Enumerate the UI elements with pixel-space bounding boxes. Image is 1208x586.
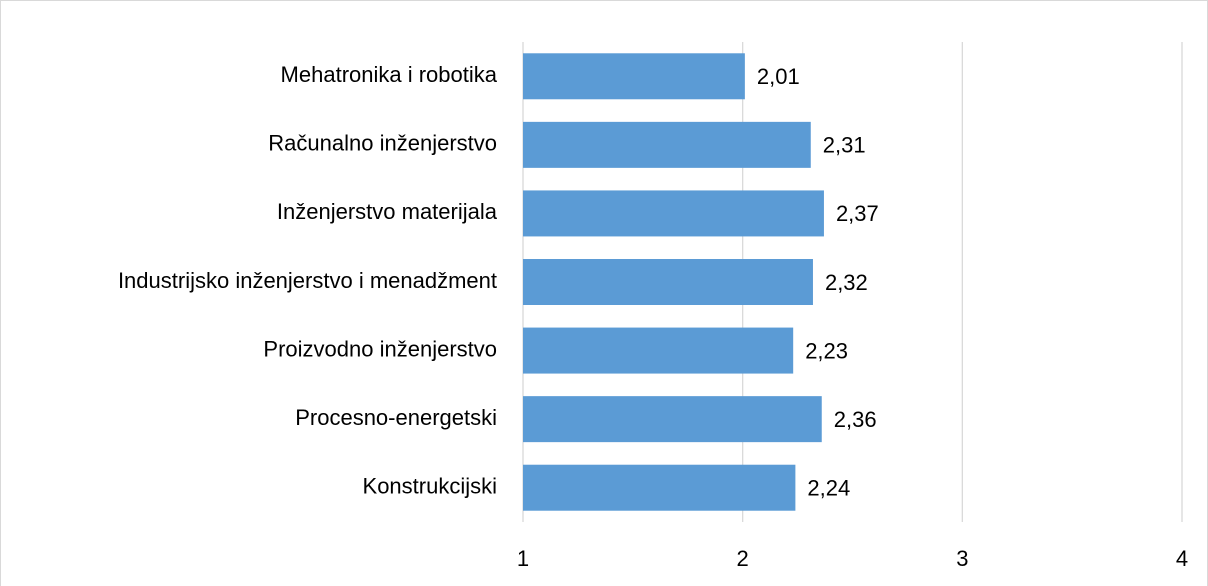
y-tick-label: Industrijsko inženjerstvo i menadžment [118,268,497,293]
y-tick-label: Procesno-energetski [295,405,497,430]
y-tick-label: Računalno inženjerstvo [268,131,497,156]
bar [523,121,811,168]
data-label: 2,32 [825,270,868,295]
x-tick-label: 2 [737,546,749,571]
bar [523,327,794,374]
data-label: 2,36 [834,407,877,432]
bar [523,396,822,443]
bar [523,53,745,100]
y-tick-label: Inženjerstvo materijala [277,199,498,224]
bar [523,190,824,237]
x-tick-label: 3 [956,546,968,571]
data-label: 2,23 [805,338,848,363]
data-label: 2,31 [823,133,866,158]
data-label: 2,37 [836,201,879,226]
x-tick-label: 4 [1176,546,1188,571]
data-label: 2,24 [807,476,850,501]
data-label: 2,01 [757,64,800,89]
y-tick-label: Konstrukcijski [363,474,497,499]
bar [523,464,796,511]
y-tick-label: Mehatronika i robotika [281,62,498,87]
bar [523,259,813,305]
x-tick-label: 1 [517,546,529,571]
y-tick-label: Proizvodno inženjerstvo [263,336,497,361]
